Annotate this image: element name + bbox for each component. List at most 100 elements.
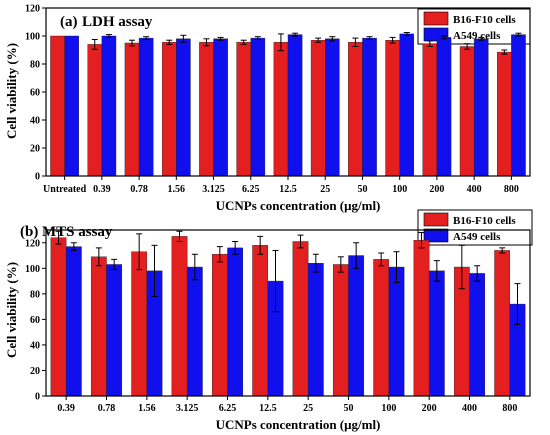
ldh-x-tick-label: Untreated [43,184,87,195]
mts-bar-a549 [469,273,486,397]
mts-x-tick-label: 200 [422,403,437,414]
mts-bar-a549 [106,264,123,397]
ldh-bar-b16 [273,42,289,177]
mts-legend: B16-F10 cells A549 cells [417,209,533,246]
mts-bar-a549 [388,266,405,397]
mts-x-tick-label: 0.78 [98,403,116,414]
ldh-bar-b16 [497,51,512,177]
mts-y-tick-label: 80 [30,289,40,300]
mts-bar-a549 [348,255,365,397]
ldh-x-tick-label: 1.56 [168,184,186,195]
ldh-x-tick-label: 12.5 [279,184,297,195]
mts-bar-b16 [373,259,390,397]
ldh-x-tick-label: 0.39 [93,184,111,195]
mts-bar-b16 [332,264,349,397]
mts-x-tick-label: 25 [303,403,313,414]
ldh-legend: B16-F10 cells A549 cells [417,8,531,45]
ldh-bar-b16 [385,40,400,177]
mts-legend-label-a549: A549 cells [453,231,501,243]
ldh-bar-a549 [362,37,377,177]
ldh-bar-b16 [422,43,438,177]
mts-x-tick-label: 800 [502,403,517,414]
ldh-chart: (a) LDH assay Cell viability (%) UCNPs c… [4,4,531,213]
mts-x-tick-label: 6.25 [219,403,237,414]
mts-x-axis-title: UCNPs concentration (μg/ml) [216,417,381,432]
ldh-y-tick-label: 20 [30,144,40,155]
ldh-title: LDH assay [82,14,153,30]
ldh-bar-a549 [176,38,191,177]
mts-bar-b16 [413,240,430,397]
ldh-x-tick-label: 400 [467,184,482,195]
ldh-bar-b16 [50,35,65,177]
ldh-bar-a549 [287,34,303,177]
ldh-panel-label: (a) [60,14,78,30]
ldh-x-axis-title: UCNPs concentration (μg/ml) [216,198,381,213]
mts-bar-b16 [494,250,511,397]
mts-bar-a549 [428,270,445,397]
mts-y-axis-title: Cell viability (%) [4,262,19,358]
mts-y-tick-label: 20 [30,366,40,377]
mts-x-tick-label: 100 [381,403,396,414]
ldh-x-tick-label: 25 [320,184,330,195]
mts-x-tick-label: 0.39 [57,403,75,414]
ldh-bar-a549 [325,38,340,177]
ldh-plot-area: 0 20 40 60 80 100 120 Untreated 0.39 0.78 1.56 3.12… [25,4,531,195]
ldh-bar-b16 [236,42,251,177]
ldh-y-tick-label: 0 [35,172,40,183]
ldh-bar-b16 [310,40,326,177]
mts-bar-b16 [50,237,67,397]
mts-bar-a549 [186,266,203,397]
ldh-bar-a549 [511,34,526,177]
mts-panel-label: (b) [20,224,38,240]
mts-legend-label-b16: B16-F10 cells [453,215,516,227]
ldh-bar-a549 [64,35,79,177]
mts-x-tick-label: 400 [462,403,477,414]
mts-x-tick-label: 3.125 [176,403,199,414]
mts-bar-b16 [171,236,188,397]
ldh-bar-a549 [399,33,415,177]
ldh-bar-a549 [250,37,266,177]
mts-legend-swatch-a549 [423,228,449,243]
ldh-bar-b16 [199,42,214,177]
ldh-bar-b16 [459,46,475,177]
mts-title: MTS assay [42,224,113,240]
mts-bar-b16 [292,241,309,397]
ldh-bar-a549 [101,35,117,177]
mts-bar-a549 [65,246,82,397]
ldh-y-tick-label: 100 [25,32,40,43]
ldh-x-tick-label: 50 [357,184,367,195]
ldh-y-tick-label: 80 [30,60,40,71]
mts-y-tick-label: 120 [25,238,40,249]
ldh-y-axis-title: Cell viability (%) [4,43,19,139]
ldh-bar-b16 [124,42,140,177]
ldh-x-tick-label: 0.78 [130,184,148,195]
ldh-bar-b16 [87,44,103,177]
ldh-x-tick-label: 3.125 [202,184,225,195]
ldh-plot-frame [45,7,531,177]
ldh-bar-b16 [161,42,177,177]
ldh-x-tick-label: 100 [392,184,407,195]
ldh-x-tick-label: 6.25 [242,184,260,195]
mts-x-tick-label: 50 [344,403,354,414]
mts-bar-a549 [227,247,244,397]
ldh-legend-swatch-b16 [423,11,449,26]
mts-bar-b16 [90,256,107,397]
ldh-legend-label-b16: B16-F10 cells [453,14,516,26]
mts-bar-b16 [131,251,148,397]
ldh-legend-label-a549: A549 cells [453,30,501,42]
ldh-bar-a549 [138,37,154,177]
mts-legend-swatch-b16 [423,212,449,227]
ldh-y-tick-label: 60 [30,88,40,99]
ldh-bar-a549 [436,37,452,177]
mts-x-tick-label: 12.5 [259,403,277,414]
mts-y-tick-label: 60 [30,315,40,326]
mts-bar-a549 [307,263,324,397]
ldh-bar-a549 [213,38,228,177]
mts-x-tick-label: 1.56 [138,403,156,414]
mts-chart: (b) MTS assay Cell viability (%) UCNPs c… [4,209,533,432]
mts-bar-b16 [252,245,269,397]
mts-bar-b16 [211,254,228,397]
mts-y-tick-label: 0 [35,392,40,403]
mts-y-tick-label: 40 [30,340,40,351]
